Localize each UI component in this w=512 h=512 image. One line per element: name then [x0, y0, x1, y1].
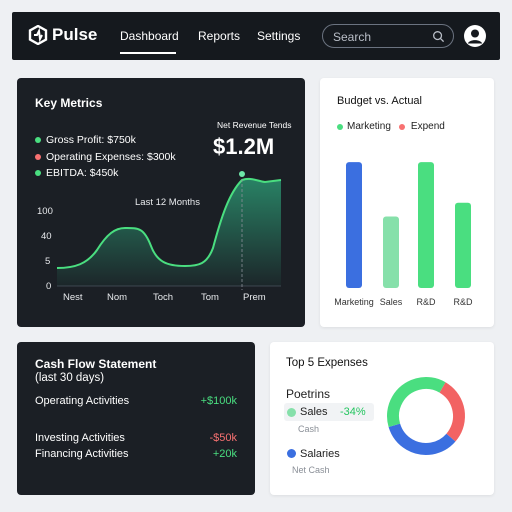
budget-x-label: R&D	[416, 297, 436, 307]
metric-dot	[35, 137, 41, 143]
budget-bar-0[interactable]	[346, 162, 362, 288]
metric-gross-profit: Gross Profit: $750k	[35, 134, 136, 146]
metric-ebitda: EBITDA: $450k	[35, 167, 118, 179]
budget-x-label: Sales	[380, 297, 403, 307]
expense-label-sales[interactable]: Sales	[300, 406, 328, 418]
x-tick-label: Nom	[107, 292, 127, 303]
net-revenue-value: $1.2M	[213, 134, 275, 159]
cash-flow-subtitle: (last 30 days)	[35, 372, 105, 384]
x-tick-label: Prem	[243, 292, 266, 303]
y-tick-label: 5	[45, 256, 50, 267]
app-logo[interactable]: Pulse	[28, 25, 97, 45]
expense-pct-sales: -34%	[340, 406, 366, 418]
y-tick-label: 0	[46, 281, 51, 292]
metric-operating-expenses: Operating Expenses: $300k	[35, 151, 176, 163]
search-icon[interactable]	[432, 30, 445, 43]
metric-label: EBITDA: $450k	[46, 167, 119, 179]
budget-bar-3[interactable]	[455, 202, 471, 288]
y-tick-label: 100	[37, 206, 53, 217]
budget-bar-1[interactable]	[383, 216, 399, 289]
nav-reports[interactable]: Reports	[198, 29, 241, 43]
app-name: Pulse	[52, 25, 98, 44]
x-tick-label: Tom	[201, 292, 219, 303]
pulse-logo-icon	[28, 25, 48, 45]
expense-sub-cash: Cash	[298, 424, 320, 434]
budget-bar-2[interactable]	[418, 162, 434, 288]
chart-caption: Last 12 Months	[135, 197, 200, 208]
net-revenue-trend-label: Net Revenue Tends	[217, 120, 292, 130]
legend-label: Expend	[408, 121, 445, 132]
legend-expend: Expend	[398, 121, 445, 132]
y-tick-label: 40	[41, 231, 52, 242]
donut-slice-1[interactable]	[381, 371, 471, 461]
net-revenue-area-chart: Last 12 Months 100 40 5 0 Nest Nom Toch …	[37, 171, 282, 303]
legend-dot	[337, 123, 343, 130]
legend-marketing: Marketing	[337, 121, 391, 132]
row-value: +$100k	[200, 395, 237, 407]
top-expenses-title: Top 5 Expenses	[286, 357, 368, 369]
cash-flow-card: Cash Flow Statement (last 30 days) Opera…	[17, 342, 255, 495]
budget-bar-chart: Marketing Sales R&D R&D	[334, 162, 473, 307]
budget-title: Budget vs. Actual	[337, 95, 422, 107]
budget-x-label: Marketing	[334, 297, 374, 307]
donut-slice-0[interactable]	[381, 371, 471, 461]
expense-item-highlight	[284, 403, 374, 421]
cash-flow-row-operating: Operating Activities +$100k	[35, 395, 237, 407]
expense-dot	[287, 408, 296, 417]
row-label: Financing Activities	[35, 448, 129, 460]
cash-flow-row-financing: Financing Activities +20k	[35, 448, 237, 460]
search-placeholder: Search	[333, 30, 372, 44]
legend-label: Marketing	[347, 121, 391, 132]
expenses-heading: Poetrins	[286, 387, 331, 401]
legend-dot	[398, 123, 405, 130]
nav-settings[interactable]: Settings	[257, 29, 301, 43]
row-value: +20k	[212, 448, 237, 460]
budget-vs-actual-card: Budget vs. Actual Marketing Expend Marke…	[320, 78, 494, 327]
key-metrics-card: Key Metrics Gross Profit: $750k Operatin…	[17, 78, 305, 327]
key-metrics-title: Key Metrics	[35, 96, 103, 110]
top-expenses-card: Top 5 Expenses Poetrins Sales -34% Cash …	[270, 342, 494, 495]
metric-dot	[35, 170, 41, 176]
metric-label: Gross Profit: $750k	[46, 134, 136, 146]
row-label: Investing Activities	[35, 432, 125, 444]
budget-legend: Marketing Expend	[337, 121, 445, 132]
expense-dot	[287, 449, 296, 458]
cash-flow-row-investing: Investing Activities -$50k	[35, 432, 237, 444]
budget-x-label: R&D	[453, 297, 473, 307]
expenses-donut-chart	[381, 371, 471, 461]
search-input[interactable]: Search	[322, 24, 454, 48]
expense-label-salaries[interactable]: Salaries	[300, 448, 340, 460]
x-tick-label: Nest	[63, 292, 83, 303]
row-label: Operating Activities	[35, 395, 130, 407]
metric-dot	[35, 154, 41, 160]
top-nav-bar: Pulse Dashboard Reports Settings Search	[12, 12, 500, 60]
cash-flow-title: Cash Flow Statement	[35, 357, 157, 371]
expense-sub-net-cash: Net Cash	[292, 465, 330, 475]
nav-active-indicator	[120, 52, 176, 54]
metric-label: Operating Expenses: $300k	[46, 151, 176, 163]
user-avatar-icon[interactable]	[463, 24, 487, 48]
area-fill	[57, 178, 281, 286]
row-value: -$50k	[209, 432, 237, 444]
highlight-point[interactable]	[239, 171, 245, 177]
x-tick-label: Toch	[153, 292, 173, 303]
nav-dashboard[interactable]: Dashboard	[120, 29, 179, 43]
